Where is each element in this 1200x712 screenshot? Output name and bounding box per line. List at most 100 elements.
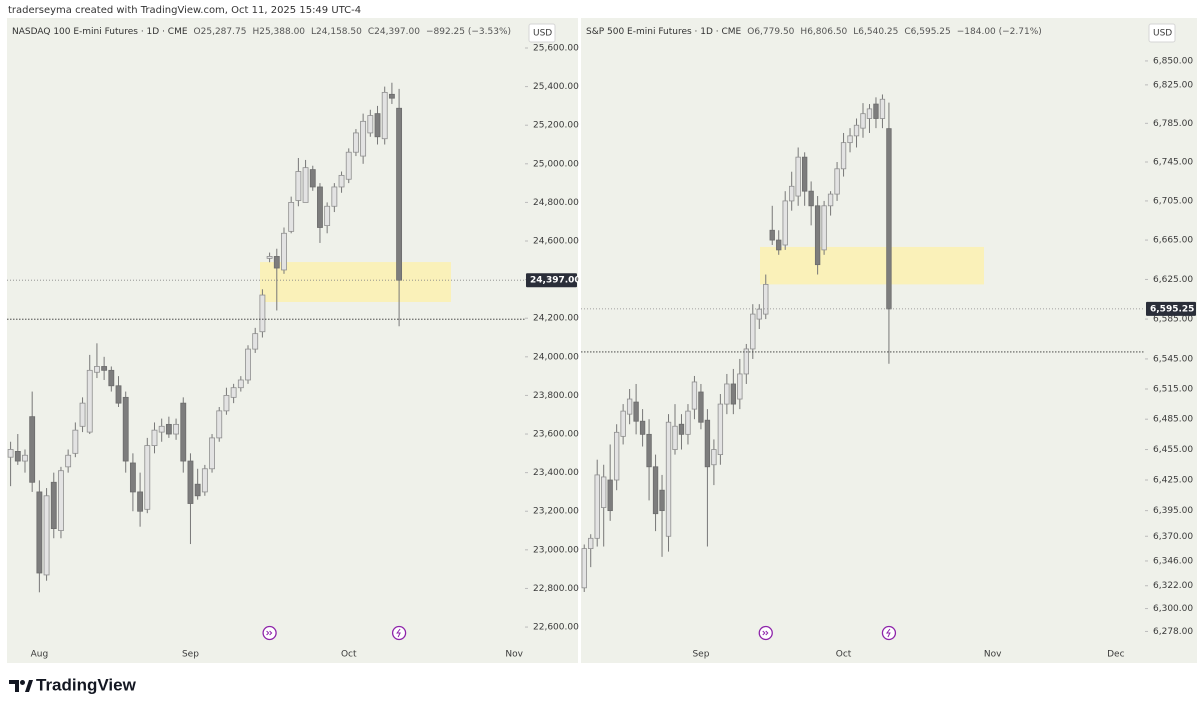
candle-body: [309, 169, 316, 188]
y-tick-label: 6,585.00: [1153, 315, 1193, 325]
candle-body: [853, 124, 860, 137]
currency-box: [528, 23, 556, 43]
candle-body: [194, 483, 201, 497]
candle-body: [396, 107, 403, 281]
candle-body: [374, 113, 381, 138]
y-tick-label: 25,400.00: [533, 82, 579, 92]
y-tick-label: 24,800.00: [533, 198, 579, 208]
ohlc-key: H: [800, 27, 807, 37]
candle-body: [137, 491, 144, 512]
last-price-box: [1146, 301, 1196, 316]
candle-body: [717, 403, 724, 456]
candle-body: [245, 348, 251, 381]
brand-name: TradingView: [36, 675, 137, 694]
candle-body: [367, 115, 374, 134]
candle-body: [216, 410, 223, 439]
y-tick-label: 23,800.00: [533, 391, 579, 401]
candle-body: [620, 410, 626, 437]
y-tick-label: 6,395.00: [1153, 506, 1193, 516]
ohlc-key: O: [747, 27, 754, 37]
last-price-box: [526, 273, 577, 288]
y-tick-label: 24,600.00: [533, 237, 579, 247]
y-tick-label: 6,322.00: [1153, 581, 1193, 591]
candle-body: [808, 190, 814, 207]
candle-body: [711, 449, 717, 466]
candle-body: [273, 256, 280, 269]
candle-body: [86, 369, 93, 433]
ohlc-key: L: [311, 27, 316, 37]
ohlc-key: L: [853, 27, 858, 37]
x-tick-label: Sep: [182, 650, 199, 660]
y-tick-label: 6,278.00: [1153, 627, 1193, 637]
ohlc-key: H: [252, 27, 259, 37]
currency-label: USD: [533, 29, 552, 39]
x-tick-label: Sep: [692, 650, 709, 660]
candle-body: [101, 366, 108, 371]
ohlc-value: 6,540.25: [858, 27, 898, 37]
candle-body: [873, 103, 879, 119]
ohlc-change: −184.00 (−2.71%): [957, 27, 1042, 37]
x-tick-label: Dec: [1107, 650, 1124, 660]
y-tick-label: 25,000.00: [533, 159, 579, 169]
candle-body: [115, 385, 122, 404]
y-tick-label: 25,600.00: [533, 43, 579, 53]
candle-body: [94, 366, 100, 373]
candle-body: [252, 333, 259, 350]
y-tick-label: 6,370.00: [1153, 532, 1193, 542]
y-tick-label: 6,545.00: [1153, 354, 1193, 364]
candle-body: [324, 205, 331, 226]
candle-body: [151, 429, 158, 447]
x-tick-label: Nov: [505, 650, 523, 660]
candle-body: [665, 421, 672, 537]
candle-body: [353, 132, 359, 153]
candle-body: [821, 205, 827, 251]
candle-body: [201, 468, 208, 493]
candle-body: [230, 387, 237, 398]
y-tick-label: 6,346.00: [1153, 556, 1193, 566]
y-tick-label: 6,665.00: [1153, 236, 1193, 246]
candle-body: [860, 113, 866, 129]
candle-body: [724, 383, 730, 405]
chart-header: NASDAQ 100 E-mini Futures · 1D · CME O25,…: [12, 27, 511, 37]
candle-body: [801, 156, 808, 192]
candle-body: [381, 91, 388, 140]
brand-logo: [9, 680, 33, 692]
candle-body: [345, 151, 352, 180]
currency-box: [1148, 23, 1176, 43]
candle-body: [750, 313, 756, 350]
candle-body: [288, 202, 295, 232]
candle-body: [144, 445, 151, 510]
y-tick-label: 22,800.00: [533, 584, 579, 594]
event-glyph: [885, 628, 891, 638]
y-tick-label: 23,400.00: [533, 468, 579, 478]
candle-body: [338, 174, 345, 188]
candle-body: [814, 205, 821, 266]
candle-body: [795, 156, 801, 197]
highlight-zone: [260, 262, 451, 303]
candle-body: [108, 369, 115, 387]
ohlc-value: 24,397.00: [374, 27, 420, 37]
credit: traderseyma created with TradingView.com…: [8, 5, 361, 16]
ohlc-value: 6,806.50: [807, 27, 847, 37]
last-price-label: 24,397.00: [530, 276, 581, 286]
y-tick-label: 6,705.00: [1153, 196, 1193, 206]
candle-body: [704, 419, 711, 468]
candle-body: [639, 420, 646, 435]
candle-body: [122, 396, 129, 462]
chart-header: S&P 500 E-mini Futures · 1D · CME O6,779.…: [586, 27, 1042, 37]
candle-body: [36, 491, 43, 574]
ohlc-value: 24,158.50: [316, 27, 362, 37]
candle-body: [50, 481, 57, 530]
candle-body: [776, 239, 782, 251]
candle-body: [789, 185, 795, 202]
candle-body: [14, 451, 21, 462]
candle-body: [360, 120, 367, 157]
ohlc-key: C: [368, 27, 374, 37]
candle-body: [187, 460, 194, 504]
candle-body: [237, 379, 244, 389]
chart-title: NASDAQ 100 E-mini Futures · 1D · CME: [12, 27, 188, 37]
event-icon: [758, 625, 773, 641]
candle-body: [266, 256, 273, 259]
y-tick-label: 23,200.00: [533, 507, 579, 517]
